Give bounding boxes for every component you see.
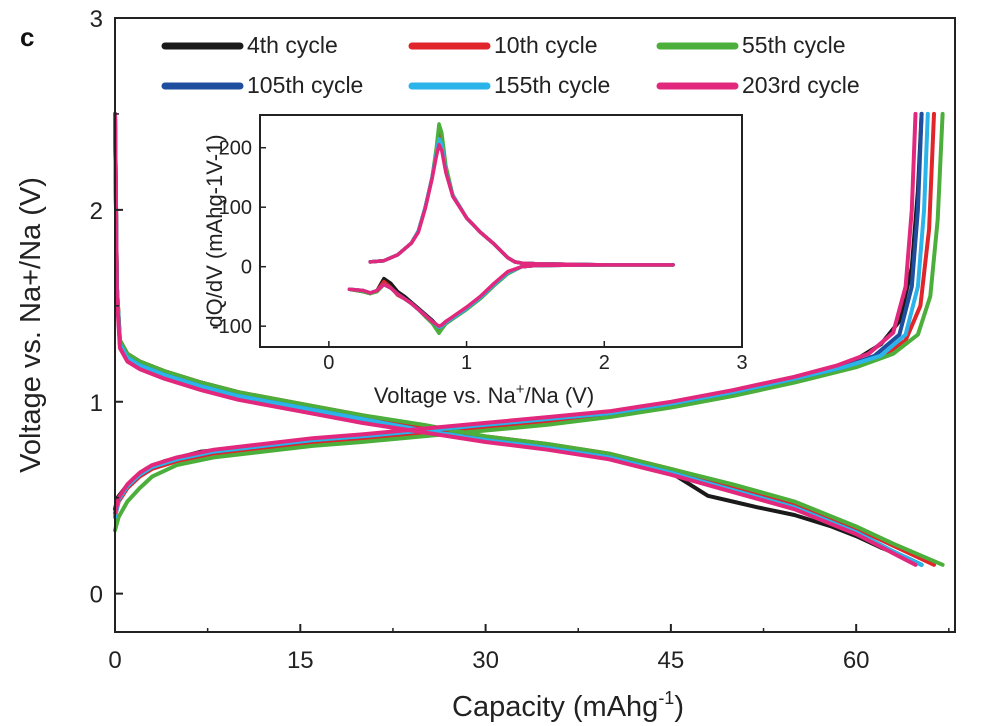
inset-y-tick-label: -100	[212, 316, 252, 338]
inset-x-tick-label: 3	[736, 352, 747, 374]
legend-label: 203rd cycle	[742, 72, 860, 98]
main-series-group	[113, 111, 945, 567]
legend-label: 105th cycle	[247, 72, 363, 98]
main-x-axis-title-sup: -1	[658, 688, 674, 708]
inset-x-tick-label: 2	[599, 352, 610, 374]
legend-label: 55th cycle	[742, 32, 846, 58]
inset-y-tick-label: 100	[219, 197, 252, 219]
inset-axis-ticks: 0 1 2 3 -100 0 100 200	[212, 138, 748, 374]
legend: 4th cycle 10th cycle 55th cycle 105th cycle…	[161, 32, 860, 98]
legend-label: 4th cycle	[247, 32, 338, 58]
inset-series-group	[347, 122, 675, 336]
inset-x-axis-title-main: Voltage vs. Na	[374, 383, 517, 408]
x-tick-label: 15	[287, 647, 314, 674]
main-x-axis-title-tail: )	[674, 691, 684, 723]
main-x-axis-title: Capacity (mAhg-1)	[452, 688, 684, 723]
series-line-discharge-2	[113, 111, 945, 567]
x-tick-label: 60	[843, 647, 870, 674]
y-tick-label: 1	[90, 390, 103, 417]
series-line-charge-2	[113, 111, 945, 533]
inset-x-tick-label: 1	[461, 352, 472, 374]
inset-x-axis-title: Voltage vs. Na+/Na (V)	[374, 381, 594, 408]
inset-x-axis-title-sup: +	[516, 381, 525, 398]
inset-series-line-5	[347, 142, 675, 328]
y-tick-label: 2	[90, 198, 103, 225]
x-tick-label: 30	[472, 647, 499, 674]
inset-x-tick-label: 0	[323, 352, 334, 374]
x-tick-label: 0	[108, 647, 121, 674]
legend-label: 10th cycle	[494, 32, 598, 58]
y-tick-label: 3	[90, 6, 103, 33]
main-x-axis-title-main: Capacity (mAhg	[452, 691, 658, 723]
inset-y-axis-title: dQ/dV (mAhg-1V-1)	[202, 134, 227, 327]
panel-label: c	[20, 22, 34, 52]
legend-label: 155th cycle	[494, 72, 610, 98]
y-tick-label: 0	[90, 582, 103, 609]
inset-plot-frame	[259, 114, 743, 348]
series-line-discharge-5	[113, 111, 918, 567]
inset-x-axis-title-tail: /Na (V)	[524, 383, 594, 408]
inset-y-tick-label: 200	[219, 138, 252, 160]
main-plot-frame	[114, 17, 956, 633]
series-line-charge-5	[113, 111, 918, 515]
x-tick-label: 45	[658, 647, 685, 674]
inset-y-tick-label: 0	[241, 257, 252, 279]
main-y-axis-title: Voltage vs. Na+/Na (V)	[15, 177, 47, 473]
